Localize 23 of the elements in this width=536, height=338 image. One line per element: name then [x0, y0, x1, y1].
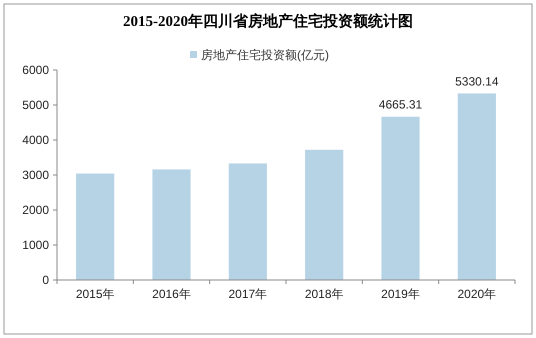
y-tick-label: 5000 [22, 98, 50, 112]
chart-title: 2015-2020年四川省房地产住宅投资额统计图 [123, 12, 413, 30]
bar [381, 116, 420, 280]
bar [76, 174, 114, 280]
x-tick-label: 2019年 [381, 287, 420, 301]
bar [458, 93, 496, 280]
bar [228, 163, 267, 280]
y-tick-label: 2000 [22, 203, 50, 217]
y-tick-label: 6000 [22, 63, 50, 77]
x-tick-label: 2018年 [304, 287, 344, 301]
data-label: 4665.31 [378, 98, 423, 112]
y-tick-label: 0 [42, 273, 50, 287]
bar [152, 169, 191, 280]
x-tick-label: 2015年 [76, 287, 115, 301]
x-tick-label: 2020年 [457, 287, 496, 301]
data-label: 5330.14 [455, 74, 499, 88]
x-tick-label: 2016年 [152, 287, 191, 301]
y-tick-label: 3000 [22, 168, 50, 182]
y-tick-label: 1000 [22, 238, 50, 252]
x-tick-label: 2017年 [228, 287, 268, 301]
bar [305, 150, 344, 280]
y-tick-label: 4000 [22, 133, 50, 147]
legend-label: 房地产住宅投资额(亿元) [201, 48, 329, 62]
